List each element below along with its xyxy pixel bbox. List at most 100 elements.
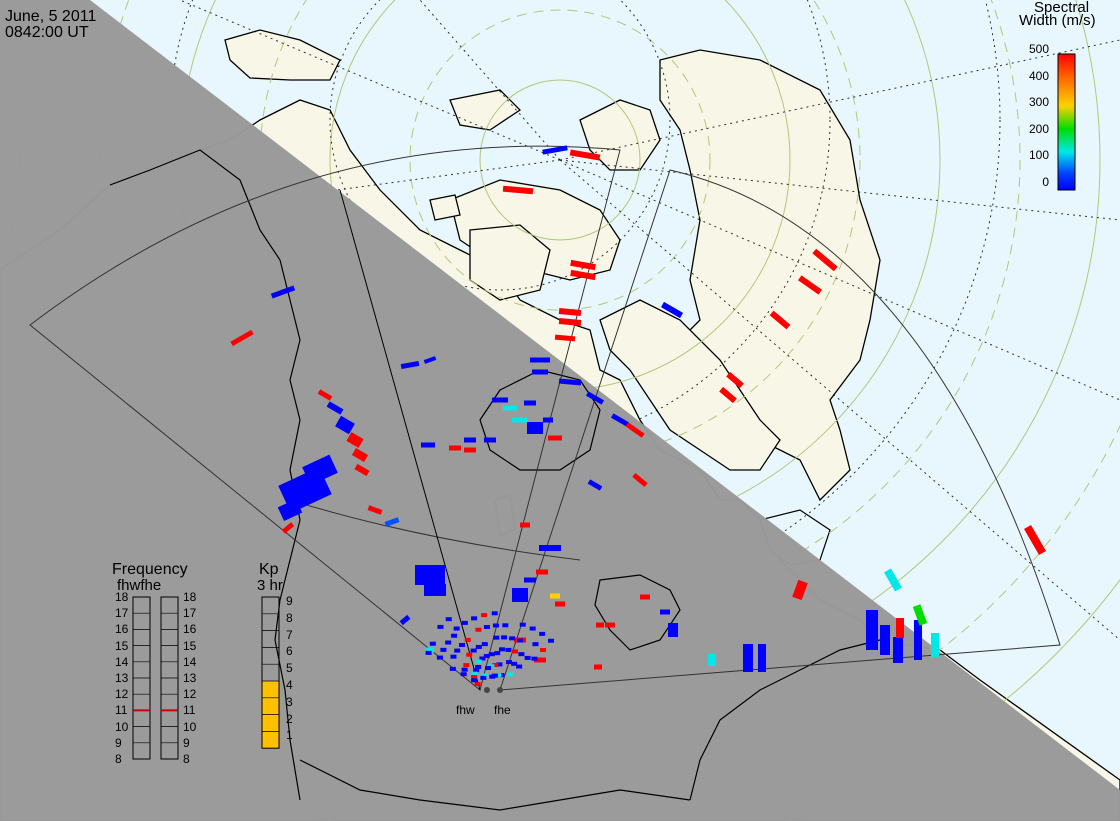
time-label: 0842:00 UT bbox=[5, 24, 89, 41]
frequency-tick-right: 9 bbox=[183, 735, 190, 750]
scatter-cell-near bbox=[492, 663, 499, 668]
scatter-cell-near bbox=[459, 642, 465, 647]
radar-site-fhe[interactable] bbox=[497, 687, 503, 693]
scatter-cluster bbox=[415, 565, 445, 585]
scatter-cell bbox=[812, 248, 838, 272]
scatter-cell-near bbox=[453, 626, 460, 631]
frequency-tick-left: 16 bbox=[115, 622, 129, 637]
scatter-cell bbox=[536, 569, 548, 575]
scatter-cell-near bbox=[460, 672, 467, 677]
scatter-cluster bbox=[277, 498, 303, 522]
scatter-cell bbox=[931, 633, 939, 657]
coast-lakes bbox=[594, 574, 681, 651]
scatter-cell bbox=[558, 378, 582, 386]
scatter-cell bbox=[570, 259, 596, 271]
scatter-cell-near bbox=[488, 652, 495, 657]
mag-circle-1 bbox=[409, 9, 711, 311]
scatter-cell bbox=[351, 448, 369, 462]
scatter-cell-near bbox=[506, 660, 513, 665]
scatter-cell bbox=[423, 356, 437, 364]
scatter-cell-near bbox=[425, 650, 432, 655]
scatter-cell-near bbox=[540, 648, 547, 653]
scatter-cell bbox=[230, 329, 254, 347]
geomag-circle-3 bbox=[0, 0, 1001, 621]
frequency-tick-left: 13 bbox=[115, 671, 129, 685]
frequency-tick-left: 15 bbox=[115, 638, 129, 653]
kp-subtitle: 3 hr bbox=[257, 577, 283, 594]
scatter-cell bbox=[354, 463, 370, 477]
scatter-cell-near bbox=[518, 652, 525, 657]
scatter-cell bbox=[587, 479, 603, 491]
scatter-cell bbox=[610, 413, 630, 427]
geomag-circle-2 bbox=[169, 0, 831, 451]
frequency-boxes bbox=[132, 596, 179, 760]
scatter-cell bbox=[896, 618, 904, 638]
meridians-dotted bbox=[0, 0, 1120, 641]
scatter-cell bbox=[502, 185, 534, 195]
radar-site-fhw[interactable] bbox=[484, 687, 490, 693]
scatter-cell bbox=[527, 422, 543, 434]
scatter-cell-near bbox=[548, 638, 555, 643]
scatter-cell-near bbox=[454, 648, 461, 653]
scatter-cell bbox=[270, 285, 296, 299]
scatter-cell bbox=[798, 275, 822, 295]
land-islands-ne bbox=[449, 89, 522, 131]
scatter-cell-near bbox=[475, 659, 482, 664]
scatter-cell bbox=[503, 405, 517, 411]
scatter-cell bbox=[893, 637, 903, 663]
scatter-cell-near bbox=[532, 642, 539, 647]
scatter-cell-near bbox=[445, 640, 452, 645]
scatter-cell bbox=[719, 386, 737, 404]
frequency-title: Frequency bbox=[112, 561, 188, 578]
scatter-cell-near bbox=[511, 661, 518, 666]
scatter-cell-near bbox=[471, 678, 478, 683]
kp-tick: 1 bbox=[286, 728, 293, 743]
scatter-cell bbox=[660, 609, 670, 615]
scatter-cell-near bbox=[498, 673, 505, 678]
scatter-cell-near bbox=[489, 674, 496, 679]
scatter-cell-near bbox=[463, 663, 470, 668]
night-coastlines bbox=[109, 149, 881, 811]
scatter-cell-near bbox=[470, 648, 477, 653]
scatter-cell-near bbox=[479, 656, 486, 661]
scatter-cell bbox=[524, 400, 536, 406]
scatter-cell bbox=[866, 610, 878, 650]
scatter-cell-near bbox=[445, 617, 452, 622]
scatter-cells bbox=[230, 145, 1046, 686]
frequency-tick-right: 15 bbox=[183, 638, 197, 653]
frequency-tick-left: 8 bbox=[115, 752, 122, 766]
kp-tick: 4 bbox=[286, 678, 293, 692]
land-asia-edge bbox=[224, 29, 341, 81]
scatter-cell bbox=[520, 522, 530, 528]
scatter-cell bbox=[512, 417, 528, 423]
scatter-cell bbox=[399, 614, 411, 626]
scatter-cell bbox=[758, 644, 766, 672]
scatter-cell bbox=[367, 505, 383, 515]
scatter-cell bbox=[570, 269, 596, 281]
frequency-tick-right: 12 bbox=[183, 687, 197, 702]
scatter-cell-near bbox=[491, 611, 498, 616]
scatter-cell-near bbox=[505, 647, 512, 652]
scatter-cell bbox=[384, 517, 400, 527]
scatter-cell bbox=[281, 522, 295, 534]
scatter-cell-near bbox=[516, 664, 523, 669]
scatter-cell bbox=[542, 145, 568, 155]
scatter-cell-near bbox=[517, 638, 524, 643]
scatter-cell bbox=[640, 594, 650, 600]
fov-inner-arc bbox=[289, 499, 581, 561]
scatter-cell bbox=[743, 644, 753, 672]
scatter-cell-near bbox=[481, 642, 488, 647]
kp-tick: 3 bbox=[286, 694, 293, 709]
lat-circle-80 bbox=[479, 79, 641, 241]
scatter-cell bbox=[912, 604, 928, 626]
coast-west bbox=[109, 149, 301, 801]
colorbar-title-line2: Width (m/s) bbox=[1019, 12, 1096, 29]
frequency-tick-left: 12 bbox=[115, 687, 129, 702]
scatter-cell bbox=[769, 310, 791, 330]
scatter-cell bbox=[668, 623, 678, 637]
meridian-1 bbox=[179, 0, 561, 161]
frequency-tick-right: 8 bbox=[183, 752, 190, 766]
scatter-cell-near bbox=[502, 623, 509, 628]
